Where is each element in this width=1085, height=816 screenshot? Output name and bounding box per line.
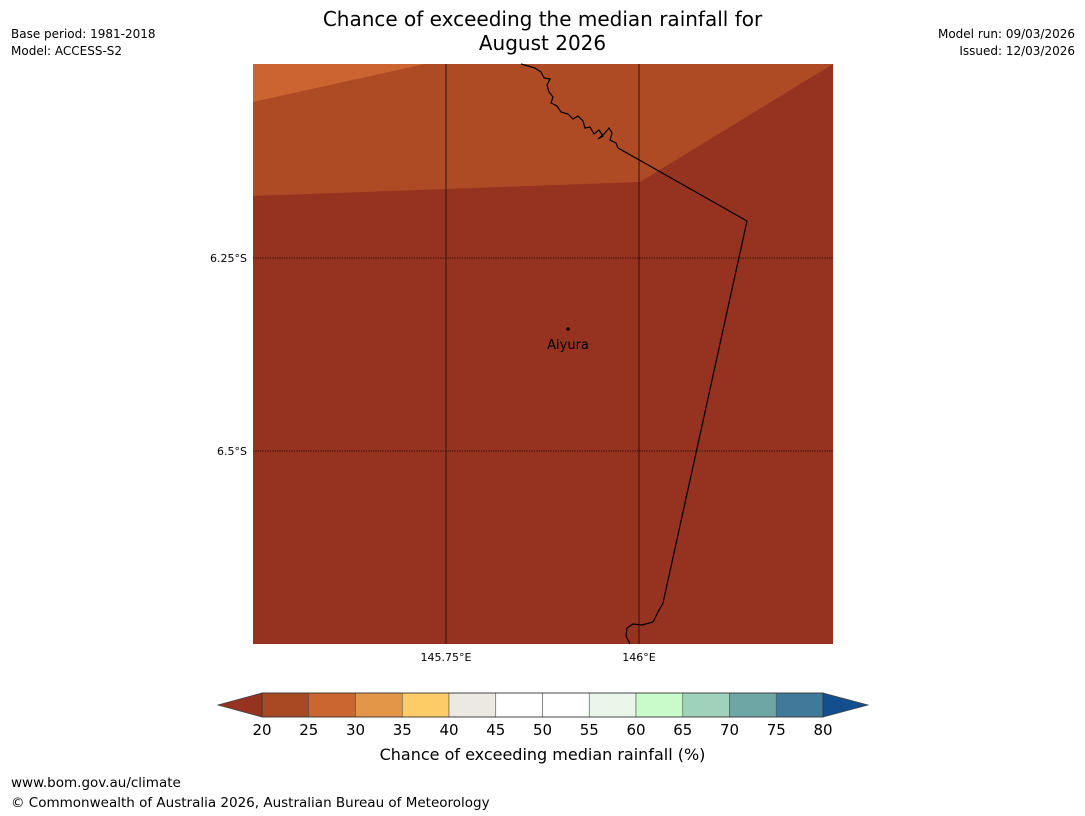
colorbar-tick-9: 65 <box>673 721 692 739</box>
colorbar-tick-11: 75 <box>767 721 786 739</box>
colorbar: 20 25 30 35 40 45 50 55 60 65 70 75 80 <box>216 692 870 739</box>
colorbar-tick-8: 60 <box>626 721 645 739</box>
colorbar-tick-12: 80 <box>813 721 832 739</box>
colorbar-tick-2: 30 <box>346 721 365 739</box>
colorbar-tick-1: 25 <box>299 721 318 739</box>
colorbar-segment-10 <box>729 692 777 718</box>
footer-copyright: © Commonwealth of Australia 2026, Austra… <box>11 795 490 811</box>
footer-url: www.bom.gov.au/climate <box>11 775 181 791</box>
rainfall-probability-field <box>253 64 833 644</box>
colorbar-segment-4 <box>448 692 497 718</box>
model-name: Model: ACCESS-S2 <box>11 44 123 58</box>
colorbar-tick-5: 45 <box>486 721 505 739</box>
title-line-2: August 2026 <box>478 31 607 55</box>
colorbar-segment-3 <box>401 692 450 718</box>
colorbar-tick-7: 55 <box>580 721 599 739</box>
region-30-35 <box>253 64 425 102</box>
colorbar-segment-6 <box>542 692 590 718</box>
base-period: Base period: 1981-2018 <box>11 27 156 41</box>
issued-date: Issued: 12/03/2026 <box>959 44 1075 58</box>
lon-label-0: 145.75°E <box>421 651 472 664</box>
colorbar-tick-10: 70 <box>720 721 739 739</box>
meta-right: Model run: 09/03/2026 Issued: 12/03/2026 <box>938 26 1075 60</box>
colorbar-segment-11 <box>775 692 824 718</box>
colorbar-over-arrow <box>822 692 870 718</box>
colorbar-label: Chance of exceeding median rainfall (%) <box>379 745 706 764</box>
colorbar-frame <box>261 692 824 718</box>
colorbar-segment-0 <box>261 692 310 718</box>
map-title: Chance of exceeding the median rainfall … <box>0 7 1085 55</box>
lat-label-1: 6.5°S <box>217 445 247 458</box>
colorbar-segment-9 <box>682 692 730 718</box>
region-25-30 <box>253 64 833 196</box>
colorbar-under-arrow <box>216 692 263 718</box>
colorbar-segment-8 <box>635 692 684 718</box>
colorbar-tick-6: 50 <box>533 721 552 739</box>
lat-label-0: 6.25°S <box>210 252 247 265</box>
model-run: Model run: 09/03/2026 <box>937 27 1075 41</box>
province-boundary-line <box>520 63 748 645</box>
colorbar-tick-4: 40 <box>439 721 458 739</box>
colorbar-segment-5 <box>495 692 543 718</box>
colorbar-segment-1 <box>308 692 356 718</box>
colorbar-segment-7 <box>588 692 637 718</box>
place-marker-aiyura <box>566 327 570 331</box>
graticule <box>253 64 833 644</box>
lon-label-1: 146°E <box>622 651 655 664</box>
colorbar-tick-3: 35 <box>393 721 412 739</box>
title-line-1: Chance of exceeding the median rainfall … <box>322 7 763 31</box>
place-label: Aiyura <box>547 338 589 353</box>
meta-left: Base period: 1981-2018 Model: ACCESS-S2 <box>11 26 156 60</box>
colorbar-segment-2 <box>355 692 403 718</box>
place-dot <box>566 327 570 331</box>
colorbar-tick-0: 20 <box>252 721 271 739</box>
